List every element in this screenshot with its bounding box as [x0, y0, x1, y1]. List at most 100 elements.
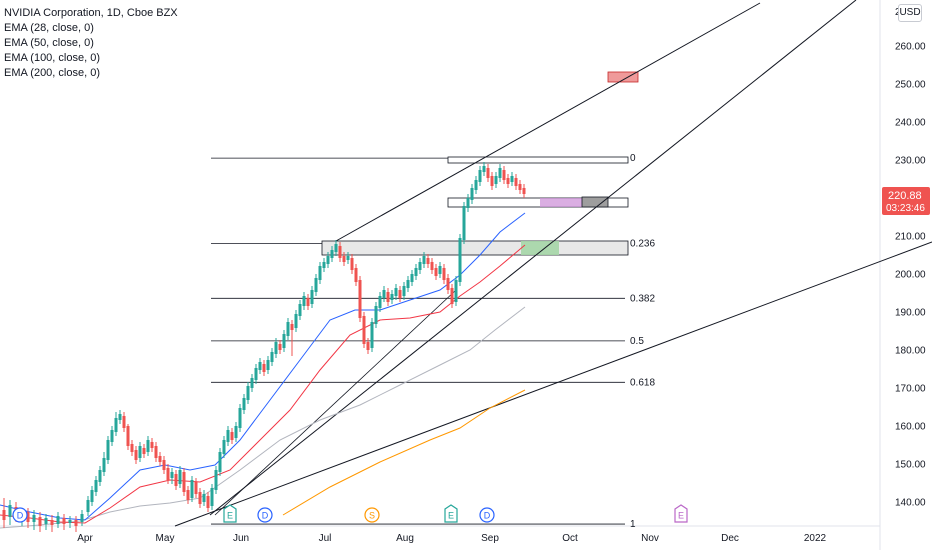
candle-body: [326, 256, 330, 264]
zone-box: [321, 240, 629, 256]
ema28-legend[interactable]: EMA (28, close, 0): [4, 22, 94, 34]
candle-body: [126, 426, 130, 446]
event-marker-label: D: [17, 511, 24, 521]
candle-body: [462, 206, 466, 240]
candle-body: [94, 480, 98, 492]
candle-body: [518, 184, 522, 190]
candle-body: [410, 274, 414, 282]
candle-body: [350, 258, 354, 270]
candle-body: [68, 520, 72, 523]
candle-body: [318, 266, 322, 280]
candle-body: [80, 514, 84, 522]
candle-body: [2, 510, 6, 520]
candle-body: [322, 262, 326, 268]
chart-legend: NVIDIA Corporation, 1D, Cboe BZX EMA (28…: [4, 6, 178, 81]
candle-body: [490, 176, 494, 186]
candle-body: [438, 266, 442, 274]
event-marker[interactable]: D: [479, 507, 495, 523]
candle-body: [430, 262, 434, 270]
candle-body: [302, 296, 306, 306]
event-marker[interactable]: E: [223, 504, 237, 523]
candle-body: [398, 290, 402, 298]
ema100-legend[interactable]: EMA (100, close, 0): [4, 52, 100, 64]
candle-body: [162, 460, 166, 470]
y-tick-label: 230.00: [895, 156, 926, 167]
x-tick-label: Apr: [77, 533, 93, 544]
trend-line: [214, 290, 456, 516]
y-tick-label: 240.00: [895, 118, 926, 129]
y-tick-label: 150.00: [895, 460, 926, 471]
candle-body: [514, 178, 518, 186]
candle-body: [134, 450, 138, 460]
candle-body: [486, 168, 490, 178]
candle-body: [50, 520, 54, 525]
ema200-line: [282, 389, 526, 516]
candle-body: [246, 386, 250, 400]
candle-body: [374, 306, 378, 324]
x-tick-label: Nov: [641, 533, 659, 544]
candle-body: [178, 470, 182, 484]
candle-body: [314, 278, 318, 292]
candle-body: [426, 258, 430, 264]
candle-body: [102, 458, 106, 472]
bar-countdown-label: 03:23:46: [886, 203, 925, 214]
candle-body: [62, 518, 66, 524]
candle-body: [8, 505, 12, 517]
candle-body: [454, 280, 458, 302]
event-marker[interactable]: D: [12, 507, 28, 523]
trend-line: [209, 0, 857, 516]
candle-body: [358, 280, 362, 318]
event-marker[interactable]: E: [674, 504, 688, 523]
candle-body: [278, 344, 282, 350]
event-marker-shape: [12, 507, 28, 523]
candle-body: [346, 256, 350, 260]
event-marker-shape: [479, 507, 495, 523]
candle-body: [86, 500, 90, 512]
event-marker-shape: [257, 507, 273, 523]
y-tick-label: 200.00: [895, 270, 926, 281]
candle-body: [402, 286, 406, 296]
ema200-legend[interactable]: EMA (200, close, 0): [4, 67, 100, 79]
candle-body: [114, 418, 118, 432]
ema50-legend[interactable]: EMA (50, close, 0): [4, 37, 94, 49]
candle-body: [266, 360, 270, 370]
zone-box: [447, 156, 629, 164]
event-marker[interactable]: E: [444, 504, 458, 523]
candle-body: [334, 244, 338, 252]
y-tick-label: 160.00: [895, 422, 926, 433]
candle-body: [174, 474, 178, 486]
event-marker-label: E: [448, 511, 454, 521]
candle-body: [138, 446, 142, 458]
symbol-title[interactable]: NVIDIA Corporation, 1D, Cboe BZX: [4, 7, 178, 19]
candle-body: [150, 442, 154, 448]
candle-body: [154, 446, 158, 458]
event-marker-label: D: [484, 511, 491, 521]
candle-body: [450, 288, 454, 304]
fib-level-label: 0.618: [630, 377, 655, 388]
x-tick-label: Oct: [562, 533, 578, 544]
candle-body: [506, 178, 510, 184]
candle-body: [222, 440, 226, 454]
event-marker[interactable]: D: [257, 507, 273, 523]
zone-box-green: [521, 241, 559, 255]
candle-body: [414, 268, 418, 276]
candle-body: [158, 456, 162, 462]
candle-body: [234, 426, 238, 438]
candle-body: [44, 518, 48, 524]
candle-body: [186, 490, 190, 500]
fib-level-label: 0: [630, 153, 636, 164]
candle-body: [38, 517, 42, 526]
candle-body: [510, 176, 514, 182]
candle-body: [110, 430, 114, 442]
candle-body: [474, 180, 478, 190]
candle-body: [226, 430, 230, 442]
event-marker[interactable]: S: [364, 507, 380, 523]
candle-body: [470, 188, 474, 200]
candle-body: [290, 324, 294, 330]
event-marker-label: D: [262, 511, 269, 521]
currency-button[interactable]: USD: [898, 4, 922, 22]
candle-body: [32, 515, 36, 522]
candle-body: [130, 444, 134, 452]
